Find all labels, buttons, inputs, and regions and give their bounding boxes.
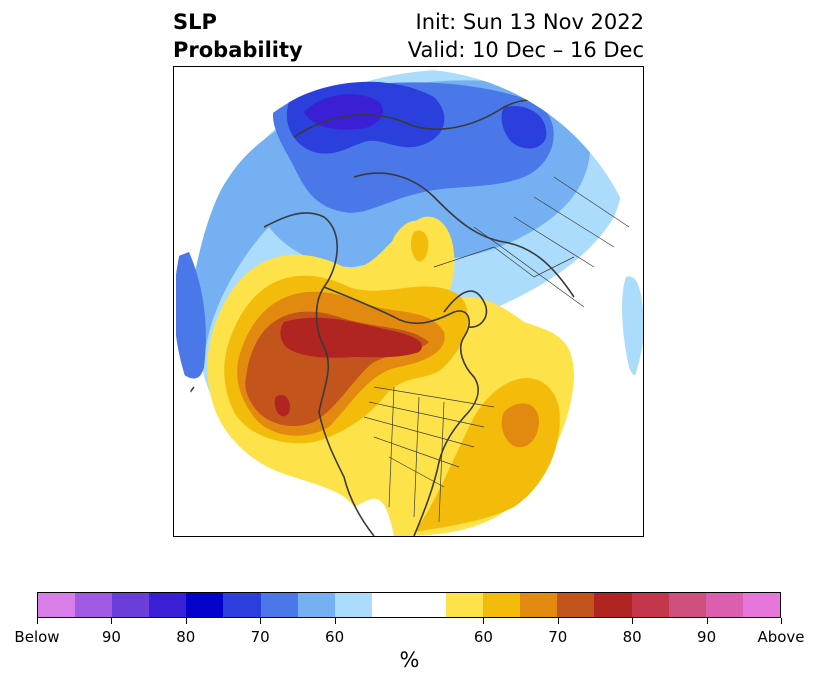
colorbar [37, 592, 781, 618]
colorbar-tick [111, 618, 113, 624]
colorbar-segment [186, 593, 224, 617]
above-70-east [501, 403, 539, 448]
colorbar-segment [705, 593, 743, 617]
colorbar-segment [149, 593, 187, 617]
colorbar-unit: % [399, 648, 420, 672]
init-date: Init: Sun 13 Nov 2022 [415, 10, 644, 34]
colorbar-segment [297, 593, 335, 617]
colorbar-segment [112, 593, 150, 617]
colorbar-segment [75, 593, 113, 617]
colorbar-tick [334, 618, 336, 624]
above-90-region [280, 317, 423, 358]
colorbar-tick-label: 70 [548, 628, 568, 646]
colorbar-segment [631, 593, 669, 617]
below-60-east [622, 276, 643, 375]
colorbar-segment [371, 593, 409, 617]
colorbar-tick-label: Below [14, 628, 60, 646]
colorbar-segment [668, 593, 706, 617]
colorbar-segment [594, 593, 632, 617]
colorbar-tick-label: 80 [622, 628, 642, 646]
colorbar-segment [483, 593, 521, 617]
colorbar-tick [260, 618, 262, 624]
above-90-pocket [274, 395, 290, 417]
probability-map [173, 66, 644, 537]
colorbar-tick-label: Above [757, 628, 805, 646]
colorbar-segment [446, 593, 484, 617]
borders [363, 176, 630, 523]
colorbar-segment [223, 593, 261, 617]
colorbar-segment [408, 593, 447, 617]
colorbar-tick [557, 618, 559, 624]
colorbar-tick-label: 60 [473, 628, 493, 646]
colorbar-tick [37, 618, 38, 624]
title-variable: SLP [173, 10, 217, 34]
map-title: SLP Probability [173, 8, 303, 64]
above-60-greenland [411, 230, 429, 262]
colorbar-tick-label: 70 [250, 628, 270, 646]
forecast-dates: Init: Sun 13 Nov 2022 Valid: 10 Dec – 16… [408, 8, 644, 64]
title-metric: Probability [173, 38, 303, 62]
below-80-east [501, 106, 547, 149]
colorbar-ticks: Below 90 80 70 60 60 70 80 90 Above [14, 618, 805, 646]
colorbar-tick [185, 618, 187, 624]
colorbar-tick-label: 60 [325, 628, 345, 646]
below-90-region [304, 94, 383, 130]
map-svg [176, 69, 643, 536]
colorbar-tick [632, 618, 634, 624]
colorbar-segment [520, 593, 558, 617]
valid-range: Valid: 10 Dec – 16 Dec [407, 38, 644, 62]
colorbar-tick-label: 80 [176, 628, 196, 646]
colorbar-tick-label: 90 [697, 628, 717, 646]
colorbar-segment [38, 593, 76, 617]
colorbar-tick [483, 618, 485, 624]
colorbar-tick [706, 618, 708, 624]
colorbar-tick-label: 90 [101, 628, 121, 646]
colorbar-segment [557, 593, 595, 617]
below-70-west [176, 252, 206, 379]
colorbar-segment [334, 593, 372, 617]
colorbar-tick [781, 618, 782, 624]
colorbar-segment [742, 593, 780, 617]
colorbar-segment [260, 593, 298, 617]
